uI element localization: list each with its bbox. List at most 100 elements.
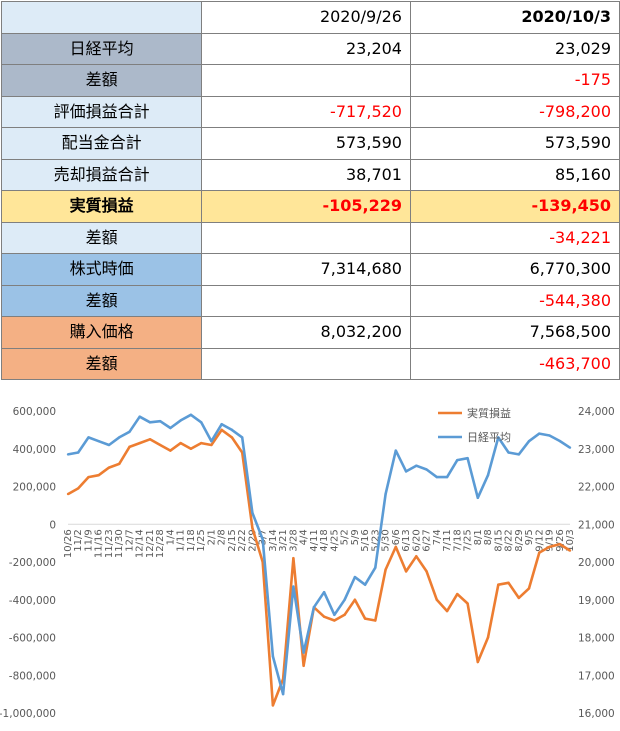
data-point (322, 591, 326, 594)
data-point (548, 545, 551, 549)
data-point (77, 487, 80, 490)
x-tick-label: 8/1 (473, 529, 484, 545)
data-point (548, 434, 551, 437)
data-point (302, 664, 305, 668)
left-axis-tick-label: 0 (49, 519, 56, 531)
x-tick-label: 7/18 (452, 529, 463, 551)
table-row: 配当金合計 573,590 573,590 (0, 127, 620, 160)
data-point (374, 619, 377, 622)
x-tick-label: 8/29 (514, 529, 525, 551)
data-point (271, 704, 275, 707)
table-row: 差額 -544,380 (0, 284, 620, 317)
data-point (486, 473, 490, 477)
row-value-date-2: -139,450 (409, 190, 620, 223)
data-point (568, 446, 572, 449)
x-tick-label: 1/18 (186, 529, 197, 551)
header-date-1: 2020/9/26 (201, 1, 411, 34)
x-tick-label: 4/25 (329, 529, 340, 551)
x-tick-label: 2/15 (227, 529, 238, 551)
table-row: 株式時価 7,314,680 6,770,300 (0, 253, 620, 286)
row-value-date-2: -34,221 (409, 221, 620, 254)
data-point (199, 441, 203, 445)
data-point (128, 430, 131, 433)
data-point (118, 436, 121, 439)
row-value-date-1 (201, 64, 411, 97)
data-point (179, 419, 182, 422)
row-value-date-2: 85,160 (409, 158, 620, 191)
data-point (517, 596, 520, 600)
data-point (456, 592, 459, 596)
row-value-date-2: -175 (409, 64, 620, 97)
row-value-date-1 (201, 284, 411, 317)
data-point (415, 555, 418, 558)
data-point (107, 443, 111, 447)
x-tick-label: 6/13 (401, 529, 412, 551)
row-value-date-1: 38,701 (201, 158, 411, 191)
data-point (118, 462, 121, 466)
x-tick-label: 3/14 (268, 529, 279, 551)
data-point (333, 613, 336, 617)
x-tick-label: 7/11 (442, 529, 453, 551)
left-axis-tick-label: -400,000 (9, 595, 56, 607)
right-axis-tick-label: 23,000 (578, 444, 615, 456)
data-point (66, 453, 70, 456)
x-tick-label: 1/25 (196, 529, 207, 551)
row-value-date-2: -544,380 (409, 284, 620, 317)
data-point (322, 615, 326, 618)
data-point (230, 436, 234, 439)
data-point (210, 443, 213, 447)
x-tick-label: 5/2 (340, 529, 351, 545)
table-row: 日経平均 23,204 23,029 (0, 32, 620, 65)
data-point (404, 470, 408, 473)
x-tick-label: 5/30 (381, 529, 392, 551)
table-row: 購入価格 8,032,200 7,568,500 (0, 316, 620, 349)
x-tick-label: 7/25 (463, 529, 474, 551)
data-point (466, 456, 469, 460)
data-point (179, 441, 182, 445)
table-row: 評価損益合計 -717,520 -798,200 (0, 95, 620, 128)
header-date-2: 2020/10/3 (409, 1, 620, 34)
data-point (251, 511, 254, 515)
data-point (476, 660, 479, 664)
x-tick-label: 4/4 (299, 529, 310, 545)
data-point (445, 609, 449, 613)
data-point (261, 560, 264, 564)
x-tick-label: 9/5 (524, 529, 535, 545)
summary-table: 2020/9/26 2020/10/3 日経平均 23,204 23,029 差額 -1… (0, 1, 620, 380)
data-point (384, 568, 387, 571)
series-line-profit (67, 428, 571, 707)
left-axis-tick-label: 600,000 (13, 406, 56, 418)
data-point (343, 598, 346, 601)
x-tick-label: 3/28 (288, 529, 299, 551)
data-point (148, 421, 152, 424)
row-label: 株式時価 (0, 253, 203, 286)
table-row: 差額 -175 (0, 64, 620, 97)
data-point (466, 602, 469, 605)
data-point (527, 587, 531, 590)
x-tick-label: 11/30 (114, 529, 125, 558)
left-axis-tick-label: 400,000 (13, 444, 56, 456)
row-label: 配当金合計 (0, 127, 203, 160)
data-point (138, 441, 141, 445)
legend-label: 実質損益 (467, 406, 511, 420)
x-tick-label: 2/29 (247, 529, 258, 551)
right-axis-tick-label: 22,000 (578, 482, 615, 494)
data-point (87, 436, 90, 439)
right-axis-tick-label: 21,000 (578, 519, 615, 531)
table-header-row: 2020/9/26 2020/10/3 (0, 1, 620, 34)
data-point (363, 617, 367, 620)
data-point (189, 413, 193, 416)
row-label: 差額 (0, 221, 203, 254)
row-value-date-1: 7,314,680 (201, 253, 411, 286)
nikkei-profit-chart: -1,000,000 -800,000 -600,000 -400,000 -200,0… (0, 406, 615, 720)
data-point (425, 570, 428, 573)
right-axis-tick-label: 18,000 (578, 633, 615, 645)
row-value-date-2: 7,568,500 (409, 316, 620, 349)
data-point (138, 415, 141, 418)
right-axis-tick-label: 19,000 (578, 595, 615, 607)
data-point (210, 440, 213, 443)
data-point (558, 542, 561, 546)
data-point (517, 453, 520, 456)
x-tick-label: 11/16 (94, 529, 105, 558)
data-point (435, 598, 439, 601)
